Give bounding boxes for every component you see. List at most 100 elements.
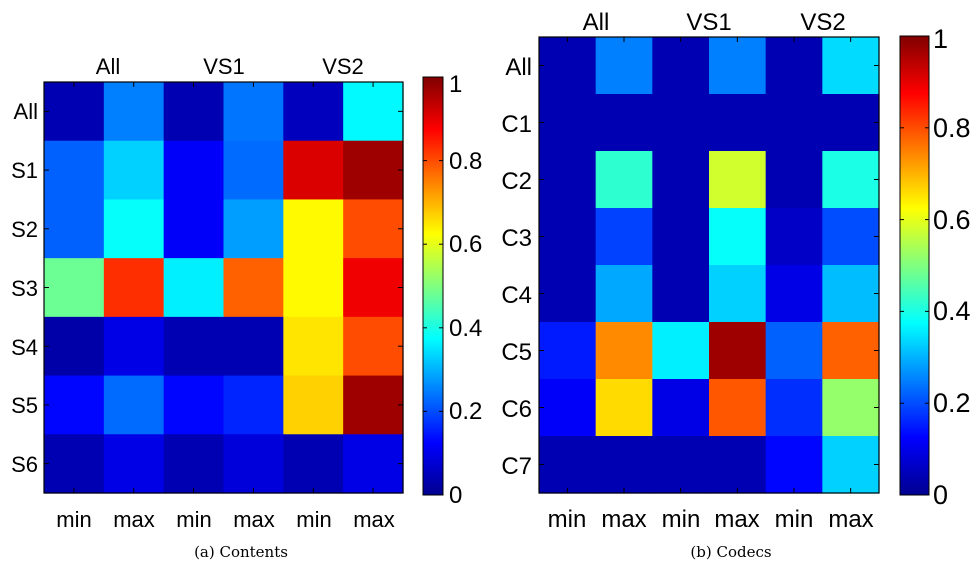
heatmap-panel-codecs: All VS1 VS2 All C1 C2 C3 C4 C5 C6 C7 min… [501,9,970,561]
heatmap-cell [343,375,404,435]
heatmap-cell [709,436,767,494]
caption-codecs: (b) Codecs [690,543,771,561]
heatmap-cell [103,434,165,494]
heatmap-cell [223,82,284,142]
y-tick-label: S6 [11,452,38,477]
heatmap-cell [595,265,653,323]
heatmap-cell [709,322,767,380]
x-tick-label: max [601,506,646,533]
heatmap-cell [765,379,823,437]
heatmap-cell [595,436,653,494]
colorbar-ticks-contents [423,76,443,496]
colorbar-tick-label: 0 [449,482,462,509]
heatmap-cell [539,265,597,323]
y-tick-label: C4 [501,282,532,309]
heatmap-cell [343,434,404,494]
colorbar-tick-label: 0.2 [449,398,482,425]
x-tick-label: max [714,506,759,533]
heatmap-cell [539,322,597,380]
y-tick-label: All [14,99,38,124]
heatmap-cell [343,140,404,201]
y-tick-label: S4 [11,335,38,360]
heatmap-cell [283,199,344,259]
heatmap-cell [44,199,105,259]
heatmap-cell [343,199,404,259]
colorbar-tick-label: 0.4 [933,296,971,326]
x-tick-label: min [296,507,331,532]
colorbar-tick-label: 0 [933,480,948,510]
heatmap-cell [283,434,344,494]
heatmap-cell [103,258,165,318]
heatmap-cell [595,379,653,437]
x-tick-label: min [176,507,211,532]
heatmap-cell [343,258,404,318]
heatmap-cell [223,316,284,377]
heatmap-cell [709,208,767,266]
heatmap-cell [163,316,225,377]
heatmap-cell [822,379,880,437]
heatmap-cell [652,151,710,209]
group-label-vs2: VS2 [800,9,845,36]
group-label-vs2: VS2 [322,54,364,79]
y-tick-label: S5 [11,393,38,418]
colorbar-contents [423,77,443,495]
heatmap-cell [822,436,880,494]
x-tick-label: min [775,506,814,533]
heatmap-cell [595,37,653,95]
heatmap-cell [652,94,710,152]
tick-marks-contents [44,82,403,493]
heatmap-cell [103,140,165,201]
heatmap-cell [283,82,344,142]
y-tick-label: S3 [11,276,38,301]
heatmap-cell [44,140,105,201]
heatmap-cell [44,82,105,142]
colorbar-tick-label: 0.6 [933,205,971,235]
colorbar-tick-label: 1 [933,24,948,54]
heatmap-cell [765,94,823,152]
heatmap-cell [283,140,344,201]
heatmap-cell [652,37,710,95]
colorbar-codecs [900,36,929,495]
heatmap-cell [765,265,823,323]
y-tick-label: S1 [11,158,38,183]
plot-frame-codecs [538,36,880,494]
colorbar-tick-label: 0.2 [933,388,971,418]
group-label-all: All [96,54,120,79]
heatmap-cell [283,375,344,435]
x-tick-label: min [548,506,587,533]
heatmap-cell [595,208,653,266]
colorbar-frame-codecs [899,35,930,496]
heatmap-cell [223,199,284,259]
heatmap-cell [652,436,710,494]
group-label-vs1: VS1 [686,9,731,36]
heatmap-cell [103,199,165,259]
heatmap-cell [765,151,823,209]
x-tick-label: max [828,506,873,533]
colorbar-tick-label: 0.8 [933,113,971,143]
heatmap-cell [822,208,880,266]
x-tick-label: min [662,506,701,533]
colorbar-tick-label: 0.4 [449,315,482,342]
heatmap-cell [44,375,105,435]
tick-marks-codecs [539,37,879,493]
heatmap-cell [163,375,225,435]
heatmap-cell [163,434,225,494]
heatmap-cell [539,379,597,437]
heatmap-cell [163,258,225,318]
colorbar-tick-label: 1 [449,71,462,98]
heatmap-cell [709,94,767,152]
heatmap-cell [283,258,344,318]
heatmap-cell [652,322,710,380]
y-tick-label: C1 [501,111,532,138]
heatmap-cell [822,94,880,152]
heatmap-cell [163,199,225,259]
y-tick-label: C3 [501,225,532,252]
y-tick-label: C5 [501,339,532,366]
heatmap-cell [283,316,344,377]
heatmap-cell [539,436,597,494]
x-tick-label: min [56,507,91,532]
heatmap-cell [44,434,105,494]
y-tick-label: C7 [501,453,532,480]
heatmap-cell [343,82,404,142]
heatmap-cells-codecs [539,37,880,494]
